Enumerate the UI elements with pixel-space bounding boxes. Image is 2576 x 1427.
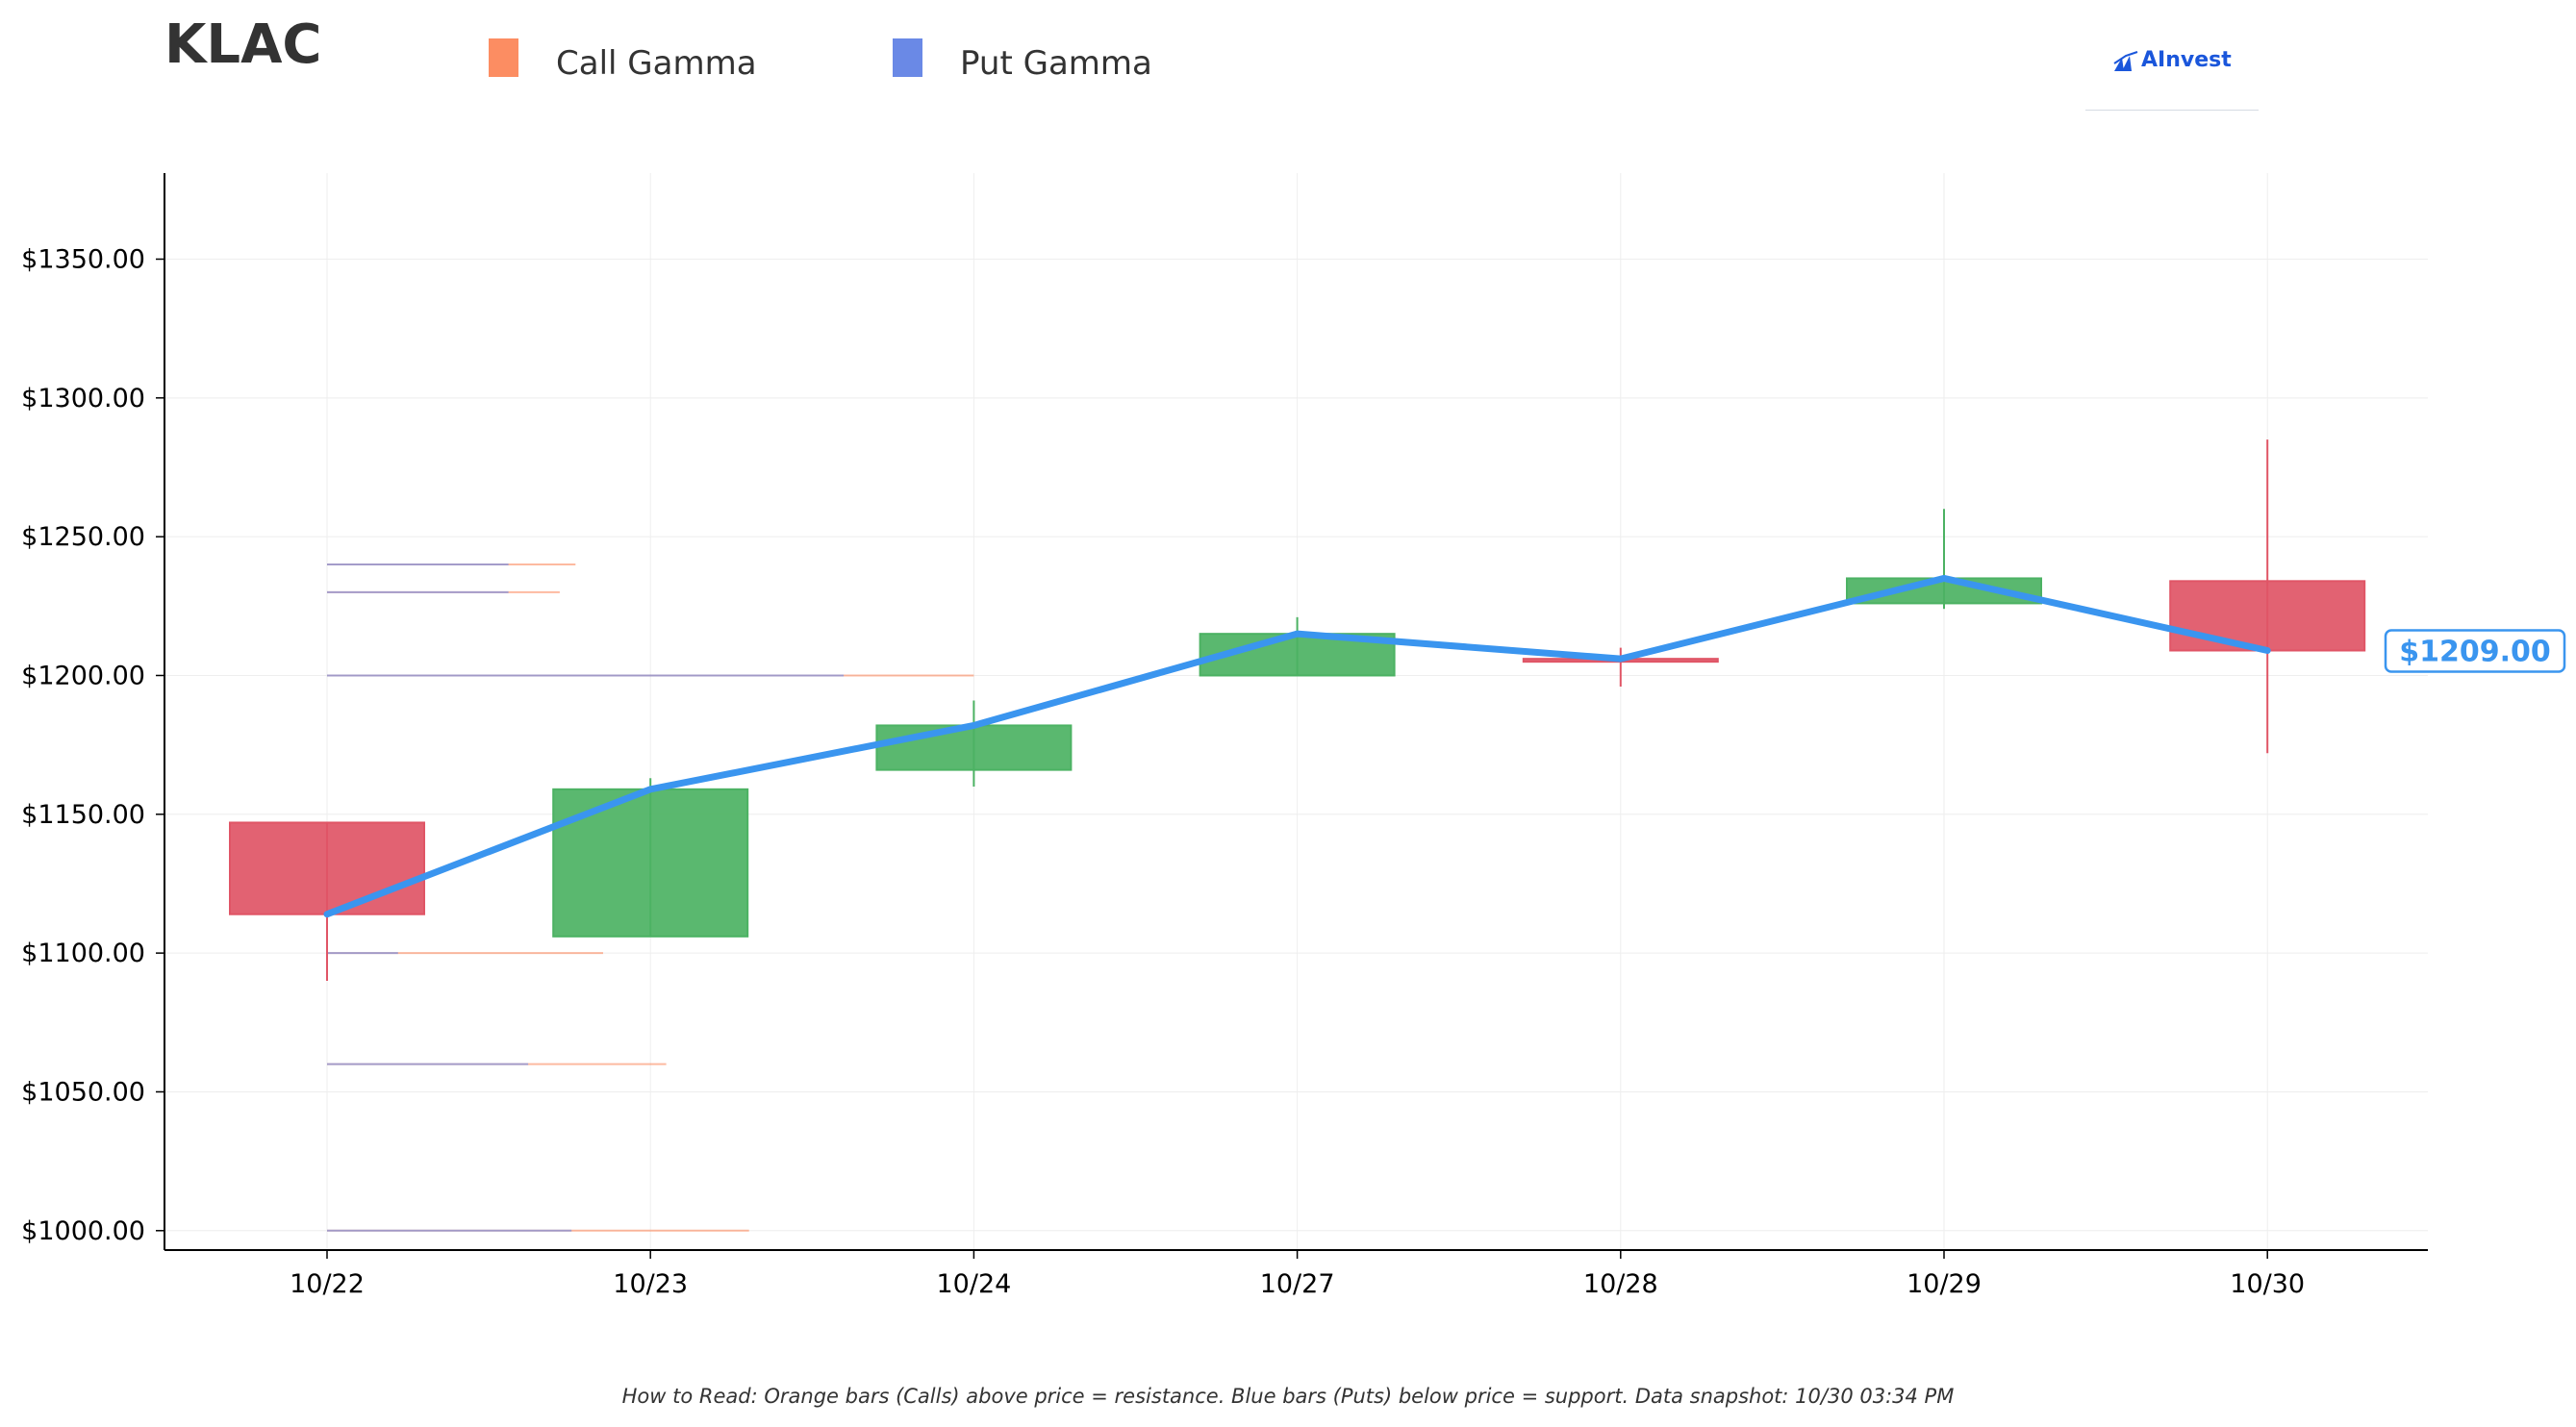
x-tick-label: 10/29 bbox=[1907, 1269, 1982, 1299]
y-tick-label: $1200.00 bbox=[21, 661, 145, 690]
brand-logo-icon bbox=[2113, 51, 2138, 71]
candle-body bbox=[875, 724, 1073, 771]
y-tick-label: $1150.00 bbox=[21, 800, 145, 830]
candle-body bbox=[2169, 580, 2366, 652]
candle-body bbox=[552, 788, 749, 938]
x-tick-label: 10/22 bbox=[290, 1269, 365, 1299]
y-tick-label: $1000.00 bbox=[21, 1216, 145, 1246]
y-tick-label: $1100.00 bbox=[21, 939, 145, 968]
candle-body bbox=[229, 821, 425, 915]
call-gamma-legend-label: Call Gamma bbox=[556, 44, 757, 83]
y-tick-label: $1300.00 bbox=[21, 384, 145, 413]
x-tick-label: 10/24 bbox=[936, 1269, 1011, 1299]
chart-footnote: How to Read: Orange bars (Calls) above p… bbox=[621, 1385, 1955, 1408]
last-price-badge bbox=[2384, 629, 2566, 673]
x-tick-label: 10/23 bbox=[613, 1269, 688, 1299]
x-tick-label: 10/30 bbox=[2230, 1269, 2305, 1299]
y-tick-label: $1250.00 bbox=[21, 522, 145, 552]
x-tick-label: 10/27 bbox=[1260, 1269, 1335, 1299]
put-gamma-legend-label: Put Gamma bbox=[960, 44, 1152, 83]
put-gamma-legend-swatch bbox=[893, 38, 922, 77]
brand-name: AInvest bbox=[2141, 48, 2232, 72]
last-price-label: $1209.00 bbox=[2399, 635, 2551, 668]
call-gamma-legend-swatch bbox=[489, 38, 518, 77]
chart-title: KLAC bbox=[164, 13, 322, 76]
price-line bbox=[323, 574, 2271, 918]
y-tick-label: $1350.00 bbox=[21, 244, 145, 274]
y-tick-label: $1050.00 bbox=[21, 1077, 145, 1107]
x-tick-label: 10/28 bbox=[1583, 1269, 1658, 1299]
brand-divider bbox=[2085, 110, 2259, 111]
